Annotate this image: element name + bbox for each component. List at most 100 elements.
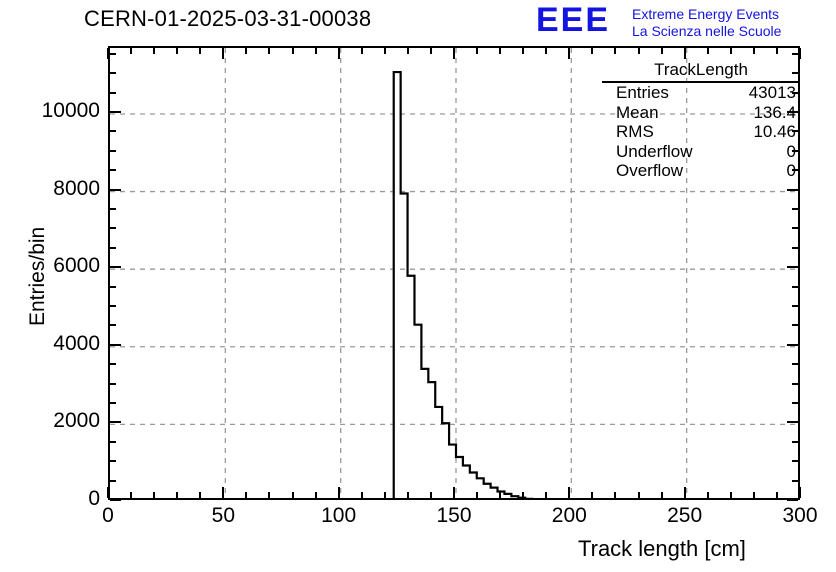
- x-tick-top: [476, 48, 479, 54]
- x-tick: [383, 492, 386, 498]
- y-tick: [110, 421, 121, 424]
- y-tick-label: 6000: [53, 254, 100, 278]
- y-tick: [110, 499, 121, 501]
- y-tick-right: [787, 188, 798, 191]
- y-tick-right: [792, 149, 798, 152]
- x-tick: [637, 492, 640, 498]
- x-tick-top: [337, 48, 340, 59]
- x-tick-top: [291, 48, 294, 54]
- y-tick-label: 2000: [53, 409, 100, 433]
- y-tick-right: [792, 440, 798, 443]
- x-tick: [222, 487, 225, 498]
- x-tick-top: [107, 48, 109, 59]
- page-title: CERN-01-2025-03-31-00038: [84, 6, 372, 31]
- x-tick: [499, 492, 502, 498]
- x-tick-top: [245, 48, 248, 54]
- x-tick-top: [683, 48, 686, 59]
- x-tick-label: 200: [551, 504, 587, 527]
- stats-title: TrackLength: [654, 60, 748, 79]
- y-tick-right: [792, 227, 798, 230]
- x-tick: [568, 487, 571, 498]
- eee-logo: EEE Extreme Energy Events La Scienza nel…: [536, 2, 836, 42]
- y-tick: [110, 246, 116, 249]
- x-tick: [683, 487, 686, 498]
- y-tick-right: [787, 266, 798, 269]
- x-tick: [752, 492, 755, 498]
- y-tick-right: [792, 246, 798, 249]
- y-tick-right: [792, 130, 798, 133]
- x-tick-top: [706, 48, 709, 54]
- x-tick: [130, 492, 133, 498]
- x-tick: [545, 492, 548, 498]
- eee-logo-line1: Extreme Energy Events: [632, 6, 780, 22]
- stats-value: 136.4: [753, 102, 796, 122]
- y-tick: [110, 130, 116, 133]
- y-tick: [110, 343, 121, 346]
- stats-value: 10.46: [753, 122, 796, 141]
- x-tick-top: [545, 48, 548, 54]
- x-tick-top: [660, 48, 663, 54]
- x-tick: [706, 492, 709, 498]
- y-tick-right: [792, 207, 798, 210]
- y-axis-title: Entries/bin: [26, 226, 49, 326]
- stats-key: Mean: [616, 102, 659, 122]
- y-tick: [110, 207, 116, 210]
- y-tick: [110, 149, 116, 152]
- x-tick-top: [406, 48, 409, 54]
- x-tick-label: 300: [782, 504, 818, 527]
- y-tick: [110, 401, 116, 404]
- y-tick-right: [787, 110, 798, 113]
- y-tick: [110, 188, 121, 191]
- x-tick-top: [637, 48, 640, 54]
- plot-area: [110, 48, 798, 498]
- y-tick: [110, 304, 116, 307]
- x-tick-top: [176, 48, 179, 54]
- y-tick-right: [787, 421, 798, 424]
- x-tick: [614, 492, 617, 498]
- y-tick-right: [792, 169, 798, 172]
- y-tick-label: 0: [88, 487, 100, 510]
- stats-rule: [602, 81, 800, 83]
- stats-key: Overflow: [616, 161, 684, 180]
- x-tick: [429, 492, 432, 498]
- x-tick-top: [799, 48, 801, 59]
- y-tick-right: [792, 479, 798, 482]
- x-tick: [729, 492, 732, 498]
- x-tick-label: 100: [321, 504, 357, 527]
- stats-row: RMS 10.46: [602, 122, 800, 142]
- y-tick-right: [787, 499, 798, 501]
- y-tick-right: [792, 401, 798, 404]
- y-tick-right: [792, 382, 798, 385]
- x-tick-top: [222, 48, 225, 59]
- x-tick-top: [729, 48, 732, 54]
- y-tick-label: 10000: [41, 98, 100, 122]
- x-tick-top: [522, 48, 525, 54]
- x-tick-top: [591, 48, 594, 54]
- stats-box: TrackLength Entries 43013 Mean 136.4 RMS…: [602, 60, 800, 181]
- y-tick: [110, 440, 116, 443]
- x-tick-label: 250: [667, 504, 703, 527]
- x-tick-label: 50: [211, 504, 235, 527]
- y-tick-right: [792, 363, 798, 366]
- x-tick: [245, 492, 248, 498]
- y-tick-right: [792, 52, 798, 55]
- y-tick-right: [787, 343, 798, 346]
- plot-frame: [108, 46, 800, 500]
- stats-key: Underflow: [616, 141, 693, 161]
- y-tick: [110, 72, 116, 75]
- x-tick-top: [429, 48, 432, 54]
- stats-key: RMS: [616, 122, 654, 141]
- x-tick: [591, 492, 594, 498]
- x-tick: [775, 492, 778, 498]
- y-tick: [110, 285, 116, 288]
- stats-key: Entries: [616, 83, 669, 102]
- x-tick-top: [775, 48, 778, 54]
- x-tick: [453, 487, 455, 498]
- y-tick: [110, 110, 121, 113]
- x-tick-top: [153, 48, 156, 54]
- y-tick-label: 8000: [53, 176, 100, 200]
- y-tick: [110, 382, 116, 385]
- x-tick: [199, 492, 202, 498]
- x-tick: [268, 492, 271, 498]
